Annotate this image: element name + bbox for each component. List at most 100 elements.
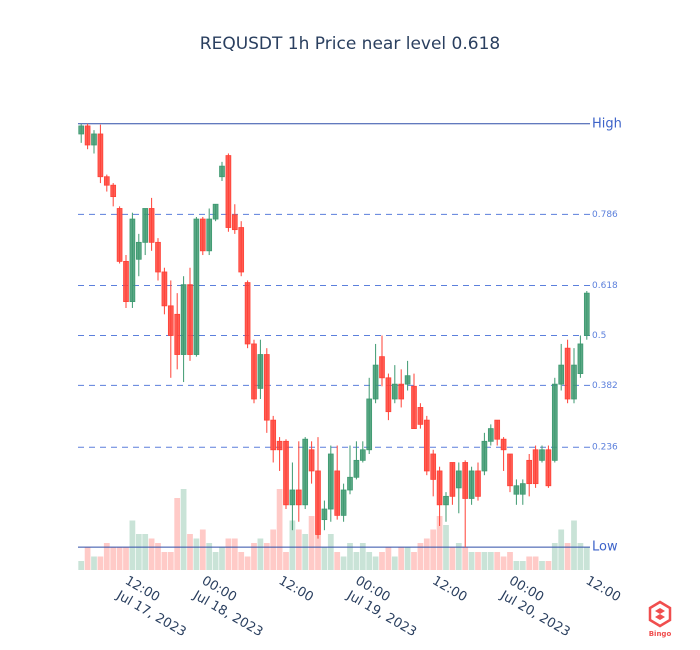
volume-bar — [155, 543, 161, 570]
candle-body — [289, 489, 296, 506]
candle-body — [379, 356, 385, 379]
candle-body — [84, 125, 91, 146]
candle-body — [577, 343, 584, 374]
candle-body — [135, 241, 142, 260]
volume-bar — [327, 534, 334, 570]
volume-bar — [372, 556, 379, 570]
candle-body — [97, 133, 104, 178]
volume-bar — [302, 534, 309, 570]
level-label: High — [592, 116, 622, 131]
candle-body — [551, 383, 558, 461]
candle-body — [449, 462, 456, 497]
candle-body — [507, 453, 513, 487]
volume-bar — [411, 552, 417, 570]
candle-body — [462, 462, 469, 499]
candle-body — [385, 377, 392, 413]
volume-bar — [219, 547, 225, 570]
volume-bar — [539, 561, 545, 570]
volume-bar — [84, 547, 91, 570]
volume-bar — [545, 561, 552, 570]
level-label: 0.786 — [592, 210, 618, 220]
volume-bar — [379, 552, 385, 570]
candle-body — [244, 282, 251, 345]
candle-body — [315, 470, 321, 535]
volume-bar — [417, 543, 424, 570]
volume-bar — [257, 538, 264, 570]
candle-body — [430, 453, 437, 480]
candle-body — [155, 241, 161, 273]
volume-bar — [449, 547, 456, 570]
volume-bar — [187, 534, 193, 570]
candle-body — [564, 347, 571, 400]
candle-body — [443, 495, 449, 506]
volume-bar — [571, 520, 577, 570]
volume-bar — [519, 561, 526, 570]
logo-mark — [655, 608, 665, 620]
candle-body — [481, 440, 488, 472]
watermark-logo — [648, 600, 672, 628]
candle-body — [78, 125, 85, 135]
candle-body — [91, 133, 97, 146]
candle-body — [321, 508, 328, 521]
candle-body — [148, 208, 155, 243]
candle-body — [436, 470, 443, 506]
x-tick-label-group: 12:00 — [429, 574, 469, 606]
volume-bar — [577, 543, 584, 570]
volume-bar — [487, 552, 494, 570]
volume-bar — [385, 547, 392, 570]
volume-bar — [359, 543, 366, 570]
volume-bar — [276, 489, 283, 570]
volume-bar — [430, 529, 437, 570]
candle-body — [302, 438, 309, 506]
candle-body — [308, 449, 315, 472]
volume-bar — [103, 543, 110, 570]
volume-bar — [225, 538, 232, 570]
volume-bar — [526, 556, 533, 570]
candle-body — [180, 284, 187, 355]
volume-bar — [91, 556, 97, 570]
volume-bar — [238, 552, 245, 570]
candle-body — [519, 483, 526, 495]
candle-body — [263, 354, 270, 421]
x-tick-label-group: 12:00 — [583, 574, 623, 606]
volume-bar — [494, 552, 501, 570]
volume-bar — [558, 529, 565, 570]
level-label: 0.236 — [592, 443, 618, 453]
candle-body — [283, 440, 289, 506]
volume-bar — [142, 534, 149, 570]
candle-body — [129, 218, 136, 303]
candle-body — [571, 364, 577, 400]
candle-body — [212, 203, 219, 220]
candle-body — [231, 214, 238, 231]
candle-body — [276, 440, 283, 451]
volume-bar — [78, 561, 85, 570]
volume-bar — [110, 547, 117, 570]
candle-body — [583, 292, 590, 336]
volume-bar — [532, 556, 539, 570]
volume-bar — [353, 552, 360, 570]
volume-bar — [174, 498, 181, 570]
candle-body — [353, 459, 360, 478]
candle-body — [161, 271, 168, 307]
volume-bar — [212, 552, 219, 570]
volume-bar — [564, 543, 571, 570]
candle-body — [219, 165, 225, 178]
candle-body — [494, 419, 501, 440]
candle-body — [206, 218, 213, 252]
volume-bar — [462, 547, 469, 570]
candle-body — [532, 449, 539, 485]
volume-bar — [167, 552, 174, 570]
x-tick-label: 12:00 — [276, 574, 316, 606]
x-tick-label-group: 12:00 — [276, 574, 316, 606]
candle-body — [238, 227, 245, 273]
logo-hex — [648, 600, 672, 628]
level-label: 0.5 — [592, 331, 606, 341]
candle-body — [539, 449, 545, 461]
candle-body — [193, 218, 200, 355]
candle-body — [174, 313, 181, 355]
candle-body — [391, 383, 398, 400]
candle-body — [199, 218, 206, 252]
